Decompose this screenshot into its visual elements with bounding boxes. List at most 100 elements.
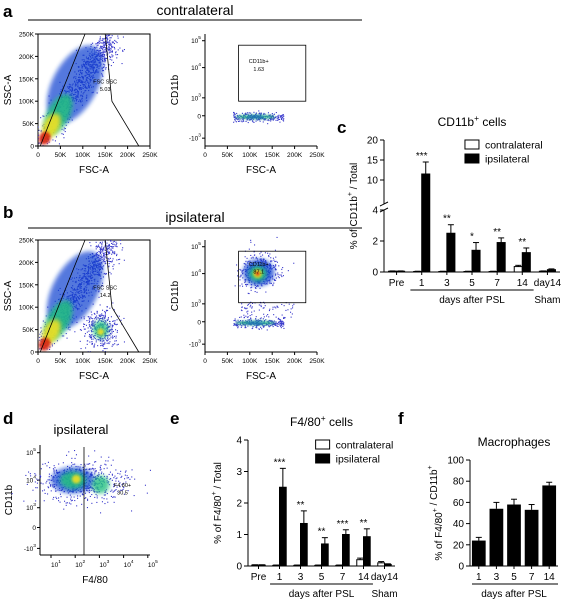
event-dot <box>55 490 57 492</box>
ipsilateral-bar <box>421 173 431 273</box>
event-dot <box>270 324 272 326</box>
event-dot <box>102 251 104 253</box>
event-dot <box>104 338 106 340</box>
event-dot <box>110 31 111 32</box>
event-dot <box>108 258 110 260</box>
event-dot <box>274 261 276 263</box>
event-dot <box>116 331 118 333</box>
event-dot <box>105 491 107 493</box>
event-dot <box>259 253 261 255</box>
event-dot <box>108 331 110 333</box>
event-dot <box>239 316 241 318</box>
event-dot <box>111 473 113 475</box>
event-dot <box>109 471 111 473</box>
x-tick-label: 104 <box>124 559 134 569</box>
event-dot <box>109 55 111 57</box>
event-dot <box>249 118 251 120</box>
event-dot <box>94 450 96 452</box>
event-dot <box>94 343 96 345</box>
flow-plot-b-cd11b: 0 50K 100K 150K 200K 250K1051041030-103FSC-AC… <box>170 236 325 382</box>
event-dot <box>116 253 118 255</box>
event-dot <box>102 56 104 58</box>
event-dot <box>100 456 102 458</box>
x-tick-label: 100K <box>242 152 258 159</box>
event-dot <box>100 464 102 466</box>
event-dot <box>104 311 106 313</box>
event-dot <box>116 486 118 488</box>
event-dot <box>101 246 103 248</box>
event-dot <box>107 245 109 247</box>
event-dot <box>249 319 251 321</box>
event-dot <box>124 474 126 476</box>
event-dot <box>43 500 45 502</box>
event-dot <box>92 328 94 330</box>
x-tick-label: 150K <box>98 358 114 365</box>
event-dot <box>278 321 280 323</box>
event-dot <box>96 501 98 503</box>
event-dot <box>101 344 103 346</box>
event-dot <box>106 478 108 480</box>
event-dot <box>40 131 42 133</box>
significance-marker: * <box>470 232 474 243</box>
event-dot <box>91 489 93 491</box>
event-dot <box>115 245 117 247</box>
event-dot <box>267 123 269 125</box>
event-dot <box>113 483 115 485</box>
event-dot <box>264 320 266 322</box>
event-dot <box>103 258 105 260</box>
event-dot <box>114 39 116 41</box>
event-dot <box>112 251 114 253</box>
event-dot <box>94 471 96 473</box>
event-dot <box>104 37 106 39</box>
event-dot <box>103 340 105 342</box>
legend-swatch <box>315 439 331 450</box>
event-dot <box>90 245 92 247</box>
legend-swatch <box>464 139 480 150</box>
event-dot <box>110 336 112 338</box>
event-dot <box>272 114 274 116</box>
event-dot <box>100 258 102 260</box>
event-dot <box>70 498 72 500</box>
event-dot <box>108 456 110 458</box>
y-tick-label: 0 <box>30 144 34 151</box>
y-tick-label: 60 <box>453 498 465 509</box>
event-dot <box>100 256 102 258</box>
gate-polygon <box>39 33 140 147</box>
event-dot <box>99 304 101 306</box>
event-dot <box>107 460 109 462</box>
event-dot <box>42 483 44 485</box>
event-dot <box>247 310 249 312</box>
event-dot <box>91 502 93 504</box>
event-dot <box>276 322 278 324</box>
event-dot <box>263 325 265 327</box>
event-dot <box>104 261 106 263</box>
event-dot <box>105 273 107 275</box>
event-dot <box>93 322 95 324</box>
event-dot <box>274 279 276 281</box>
event-dot <box>248 320 250 322</box>
event-dot <box>109 261 111 263</box>
flow-plot-a-cd11b: 0 50K 100K 150K 200K 250K1051041030-103FSC-AC… <box>170 34 325 176</box>
event-dot <box>94 316 96 318</box>
event-dot <box>281 325 283 327</box>
event-dot <box>293 303 295 305</box>
event-dot <box>40 468 42 470</box>
event-dot <box>89 495 91 497</box>
event-dot <box>106 306 108 308</box>
event-dot <box>54 467 56 469</box>
event-dot <box>62 133 64 135</box>
event-dot <box>251 114 253 116</box>
event-dot <box>275 265 277 267</box>
event-dot <box>268 316 270 318</box>
ipsilateral-bar <box>471 249 481 273</box>
event-dot <box>102 75 104 77</box>
event-dot <box>245 112 247 114</box>
event-dot <box>271 320 273 322</box>
event-dot <box>113 323 115 325</box>
event-dot <box>91 338 93 340</box>
event-dot <box>244 280 246 282</box>
event-dot <box>253 254 255 256</box>
event-dot <box>244 307 246 309</box>
event-dot <box>106 342 108 344</box>
